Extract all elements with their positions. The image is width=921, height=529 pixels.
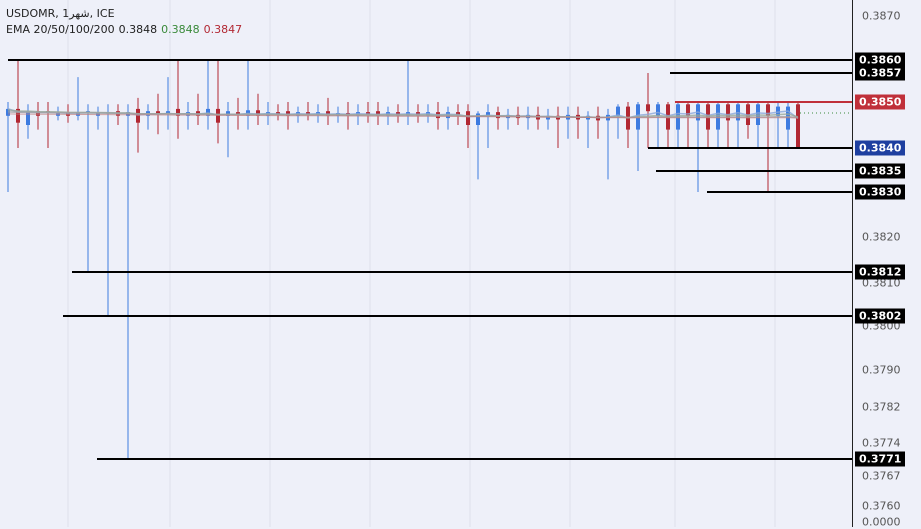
level-price-label: 0.3802 — [855, 308, 906, 324]
ema-value-2: 0.3848 — [161, 23, 200, 36]
level-price-label: 0.3835 — [855, 163, 906, 179]
level-price-label: 0.3860 — [855, 52, 906, 68]
candle-body — [256, 110, 260, 116]
axis-tick-label: 0.3782 — [862, 400, 901, 414]
candle-body — [136, 108, 140, 123]
axis-tick-label: 0.3870 — [862, 9, 901, 23]
ema-value-1: 0.3848 — [118, 23, 158, 36]
level-price-label: 0.3857 — [855, 65, 906, 81]
level-price-label: 0.3830 — [855, 184, 906, 200]
ema-label: EMA 20/50/100/200 — [6, 23, 115, 36]
level-price-label: 0.3850 — [855, 94, 906, 110]
price-axis[interactable]: 0.3870 0.3820 0.3810 0.3800 0.3790 0.3782 0.37… — [852, 0, 921, 529]
candle-body — [236, 112, 240, 115]
chart-legend: USDOMR, 1شهر, ICE EMA 20/50/100/200 0.384… — [6, 6, 246, 38]
level-price-label: 0.3840 — [855, 140, 906, 156]
candle-body — [176, 108, 180, 116]
axis-tick-label: 0.3774 — [862, 436, 901, 450]
candle-body — [486, 112, 490, 116]
candle-body — [76, 112, 80, 116]
level-price-label: 0.3812 — [855, 264, 906, 280]
price-chart[interactable] — [0, 0, 852, 527]
candle-body — [376, 111, 380, 116]
axis-tick-label: 0.3810 — [862, 276, 901, 290]
ema-legend: EMA 20/50/100/200 0.3848 0.3848 0.3847 — [6, 22, 246, 38]
candle-body — [776, 106, 780, 116]
candle-body — [656, 104, 660, 116]
candle-body — [466, 111, 470, 125]
ema-value-3: 0.3847 — [203, 23, 243, 36]
candle-body — [686, 104, 690, 116]
axis-tick-label: 0.3760 — [862, 499, 901, 513]
axis-tick-label: 0.3820 — [862, 230, 901, 244]
level-price-label: 0.3771 — [855, 451, 906, 467]
candle-body — [796, 104, 800, 148]
candle-body — [26, 111, 30, 125]
axis-tick-label: 0.3767 — [862, 469, 901, 483]
candle-body — [156, 111, 160, 114]
candle-body — [166, 111, 170, 114]
candle-body — [36, 111, 40, 116]
candle-body — [646, 104, 650, 112]
candle-body — [726, 104, 730, 121]
axis-tick-label: 0.0000 — [862, 515, 901, 529]
candle-body — [766, 104, 770, 116]
ema-200-line — [7, 113, 799, 119]
candle-body — [16, 108, 20, 123]
candle-body — [476, 113, 480, 125]
axis-tick-label: 0.3790 — [862, 363, 901, 377]
candle-body — [616, 106, 620, 116]
symbol-title: USDOMR, 1شهر, ICE — [6, 7, 115, 20]
